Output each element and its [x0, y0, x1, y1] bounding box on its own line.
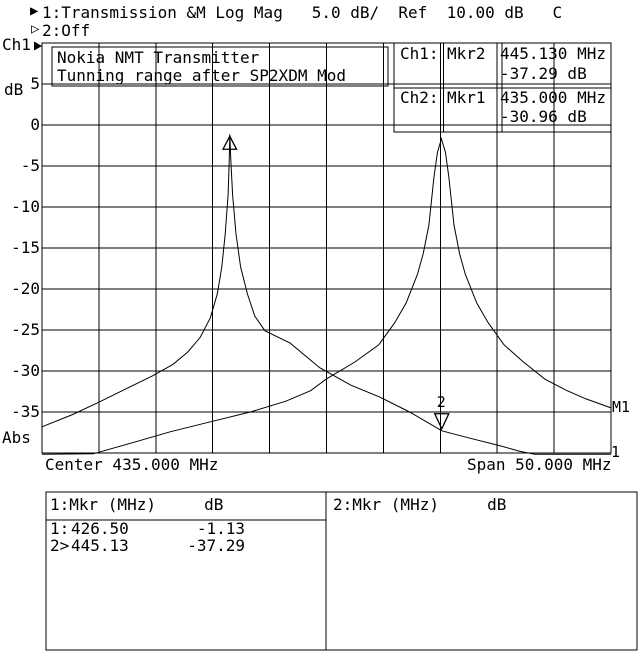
grid-border [41, 42, 612, 454]
y-tick-label: 5 [30, 74, 40, 93]
y-axis-unit-label: dB [4, 80, 24, 99]
trace-memory-M1 [41, 137, 612, 455]
marker2-symbol-icon [433, 413, 450, 431]
title-box-border [51, 46, 389, 87]
marker-row-frequency: 426.50 [71, 519, 129, 538]
mkr-info1-level: -37.29 dB [500, 64, 587, 83]
channel1-status-line: 1:Transmission &M Log Mag 5.0 dB/ Ref 10… [42, 3, 563, 22]
y-tick-label: -20 [11, 279, 40, 298]
trace-trace1-data [41, 134, 611, 455]
mkr-info1-channel: Ch1: [400, 44, 439, 63]
marker2-label: 2 [436, 392, 446, 411]
mkr-info2-channel: Ch2: [400, 88, 439, 107]
span-label: Span 50.000 MHz [467, 455, 612, 474]
mkr-info2-level: -30.96 dB [500, 107, 587, 126]
marker-row-frequency: 445.13 [71, 536, 129, 555]
marker-row-number: 2> [50, 536, 70, 555]
title-line-1: Nokia NMT Transmitter [57, 48, 260, 67]
y-tick-label: -30 [11, 361, 40, 380]
y-tick-label: -5 [20, 156, 40, 175]
channel2-inactive-icon: ▷ [31, 21, 40, 37]
channel-label: Ch1 [2, 35, 31, 54]
data-trace-label: 1 [611, 443, 621, 461]
reference-level-icon [34, 41, 42, 51]
memory-trace-label: M1 [612, 398, 631, 416]
mkr-info1-marker: Mkr2 [447, 44, 486, 63]
y-axis-abs-label: Abs [2, 428, 31, 447]
marker-table-header-ch1: 1:Mkr (MHz) dB [50, 495, 224, 514]
mkr-info2-marker: Mkr1 [447, 88, 486, 107]
channel1-active-icon: ▶ [30, 3, 39, 19]
marker-table-header-ch2: 2:Mkr (MHz) dB [333, 495, 507, 514]
marker-row-level: -1.13 [196, 519, 245, 538]
marker-table-border [45, 491, 638, 651]
marker-row-number: 1: [50, 519, 70, 538]
mkr-info2-freq: 435.000 MHz [500, 88, 606, 107]
marker-table-row: 1: 426.50 -1.13 [50, 521, 320, 538]
marker-table-row: 2> 445.13 -37.29 [50, 538, 320, 555]
marker1-symbol-icon [221, 134, 238, 150]
y-tick-label: -10 [11, 197, 40, 216]
y-tick-label: 0 [30, 115, 40, 134]
mkr-info1-freq: 445.130 MHz [500, 44, 606, 63]
marker-row-level: -37.29 [187, 536, 245, 555]
y-tick-label: -35 [11, 402, 40, 421]
y-tick-label: -15 [11, 238, 40, 257]
center-frequency-label: Center 435.000 MHz [45, 455, 219, 474]
title-line-2: Tunning range after SP2XDM Mod [57, 66, 346, 85]
y-tick-label: -25 [11, 320, 40, 339]
channel2-status-line: 2:Off [42, 21, 91, 40]
